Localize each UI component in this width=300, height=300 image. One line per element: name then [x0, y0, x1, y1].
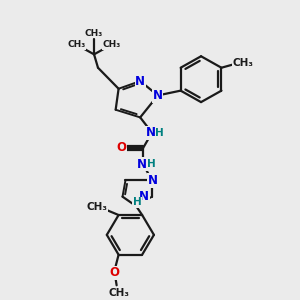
Text: N: N [146, 126, 156, 139]
Text: O: O [116, 142, 127, 154]
Text: CH₃: CH₃ [85, 29, 103, 38]
Text: H: H [133, 197, 142, 207]
Text: N: N [153, 89, 163, 102]
Text: CH₃: CH₃ [67, 40, 86, 49]
Text: O: O [110, 266, 120, 279]
Text: N: N [135, 75, 145, 88]
Text: CH₃: CH₃ [232, 58, 254, 68]
Text: CH₃: CH₃ [103, 40, 121, 49]
Text: N: N [148, 174, 158, 187]
Text: CH₃: CH₃ [108, 288, 129, 298]
Text: CH₃: CH₃ [86, 202, 107, 212]
Text: N: N [137, 158, 147, 171]
Text: H: H [147, 159, 155, 169]
Text: N: N [139, 190, 149, 203]
Text: H: H [155, 128, 164, 138]
